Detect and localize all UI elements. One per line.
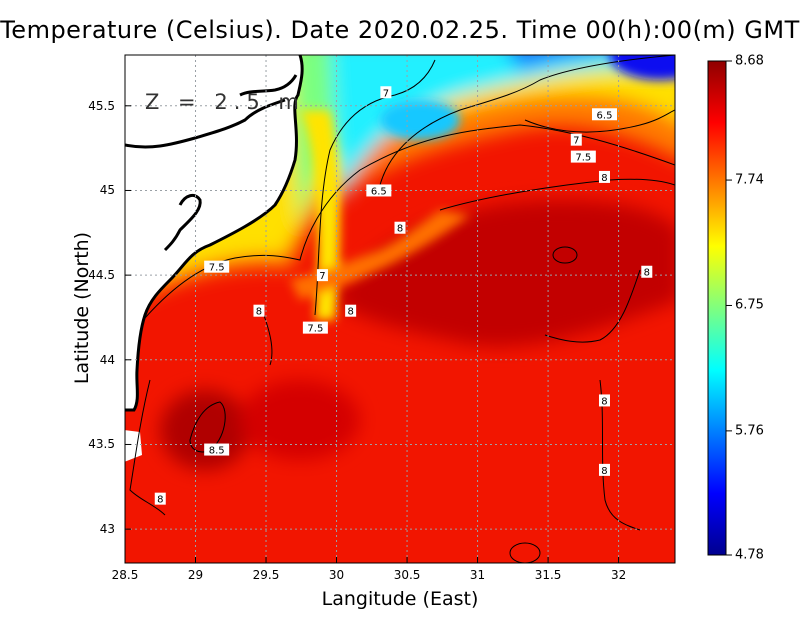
contour-lines	[129, 55, 675, 563]
x-tick-label: 29.5	[252, 568, 280, 582]
cyan-zone	[330, 55, 675, 200]
contour-label: 7	[319, 271, 325, 282]
y-tick-label: 45	[99, 183, 115, 198]
contour-label: 7.5	[575, 153, 591, 164]
y-tick-label: 44	[99, 352, 115, 367]
plot-frame	[124, 54, 676, 564]
x-tick-label: 32	[610, 568, 627, 582]
contour-8-se	[544, 269, 641, 343]
contour-label-bg	[302, 321, 328, 334]
contour-label-bg	[570, 150, 596, 163]
colorbar-tick-label: 8.68	[735, 53, 764, 69]
contour-label: 7.5	[209, 263, 225, 274]
contour-label-bg	[394, 221, 406, 234]
x-tick-label: 31	[469, 568, 486, 582]
contour-8-east	[439, 178, 675, 211]
x-tick-label: 28.5	[111, 568, 139, 582]
x-tick-label: 29	[187, 568, 204, 582]
contour-label: 8	[397, 224, 403, 235]
contour-8-east2	[599, 379, 641, 531]
lake-outline-3	[239, 74, 298, 97]
plot-title: Temperature (Celsius). Date 2020.02.25. …	[0, 16, 800, 44]
contour-label-bg	[570, 133, 582, 146]
land-south	[125, 430, 142, 462]
contour-label: 7	[573, 136, 579, 147]
contour-small-east	[552, 246, 578, 264]
contour-label: 8	[644, 268, 650, 279]
contour-8-5-se	[509, 542, 541, 563]
contour-labels: 7 6.5 6.5 7 7.5 8 8 8 7.5 7 8 8 7.5 8.5 8 8 8	[154, 86, 653, 506]
contour-label: 8	[601, 173, 607, 184]
y-axis-title: Latitude (North)	[71, 231, 93, 385]
x-tick-label: 31.5	[534, 568, 562, 582]
contour-label-bg	[598, 170, 610, 183]
contour-label-bg	[204, 443, 230, 456]
contour-label: 8	[601, 396, 607, 407]
contour-label: 8.5	[209, 446, 225, 457]
contour-label-bg	[591, 108, 617, 121]
x-tick-label: 30.5	[393, 568, 421, 582]
warm-patch-south	[240, 380, 360, 460]
contour-label-bg	[380, 86, 392, 99]
y-tick-label: 45.5	[88, 98, 115, 113]
coastline	[125, 55, 304, 412]
contour-label: 7	[383, 88, 389, 99]
x-tick-label: 30	[328, 568, 345, 582]
colorbar-ticks	[726, 60, 732, 556]
contour-8-sw	[129, 379, 166, 516]
blue-zone	[510, 55, 595, 70]
contour-label-bg	[204, 260, 230, 273]
depth-label: Z = 2.5 m	[145, 90, 305, 114]
lake-outline-1	[125, 98, 286, 149]
orange-inner-front	[290, 210, 470, 300]
contour-label-bg	[598, 463, 610, 476]
colorbar-tick-label: 4.78	[735, 547, 764, 563]
contour-label-bg	[316, 269, 328, 282]
contour-label: 7.5	[307, 324, 323, 335]
contour-label-bg	[253, 304, 265, 317]
contour-label: 8	[601, 466, 607, 477]
contour-label: 8	[256, 307, 262, 318]
y-tick-label: 44.5	[88, 268, 115, 283]
x-axis-title: Langitude (East)	[321, 588, 479, 610]
contour-7-b	[524, 109, 675, 133]
y-tick-label: 43	[99, 522, 115, 537]
contour-label: 6.5	[597, 110, 613, 121]
temperature-field	[125, 55, 675, 563]
colorbar-tick-label: 7.74	[735, 172, 764, 188]
colorbar-tick-label: 5.76	[735, 423, 764, 439]
colorbar	[707, 60, 727, 556]
contour-label-bg	[366, 184, 392, 197]
contour-label-bg	[154, 492, 166, 505]
contour-label: 8	[157, 495, 163, 506]
contour-label-bg	[641, 265, 653, 278]
warm-eddy-southwest	[160, 390, 250, 470]
colorbar-tick-label: 6.75	[735, 297, 764, 313]
contour-label-bg	[598, 394, 610, 407]
yellow-plume	[300, 110, 340, 320]
lake-outline-2	[163, 193, 202, 252]
y-tick-label: 43.5	[88, 437, 115, 452]
cold-tongue	[380, 100, 460, 140]
dark-blue-corner	[610, 55, 675, 80]
contour-label-bg	[345, 304, 357, 317]
contour-7	[314, 59, 436, 316]
contour-label: 8	[347, 307, 353, 318]
contour-7-5	[144, 124, 675, 319]
contour-8-5	[189, 401, 226, 453]
tick-marks	[124, 105, 620, 563]
contour-6-5	[379, 55, 675, 186]
contour-label: 6.5	[371, 186, 387, 197]
